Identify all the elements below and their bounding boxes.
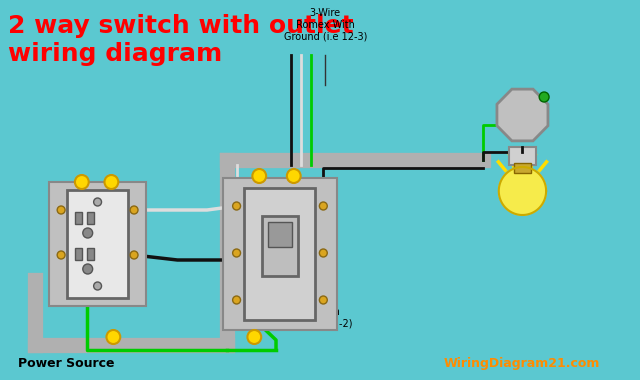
Circle shape bbox=[252, 169, 266, 183]
Circle shape bbox=[93, 282, 102, 290]
Text: 2-Wire
Romex With
Ground (i.e 12-2): 2-Wire Romex With Ground (i.e 12-2) bbox=[269, 295, 352, 328]
Circle shape bbox=[83, 264, 93, 274]
Circle shape bbox=[319, 249, 327, 257]
Circle shape bbox=[130, 206, 138, 214]
Circle shape bbox=[57, 251, 65, 259]
Circle shape bbox=[232, 202, 241, 210]
Text: Power Source: Power Source bbox=[18, 357, 115, 370]
Bar bbox=[244, 188, 316, 320]
Circle shape bbox=[248, 330, 261, 344]
Circle shape bbox=[130, 251, 138, 259]
Circle shape bbox=[232, 296, 241, 304]
Text: wiring diagram: wiring diagram bbox=[8, 42, 222, 66]
Bar bbox=[49, 182, 146, 306]
Bar bbox=[509, 147, 536, 165]
Circle shape bbox=[287, 169, 301, 183]
Circle shape bbox=[319, 296, 327, 304]
Text: WiringDiagram21.com: WiringDiagram21.com bbox=[444, 357, 600, 370]
Bar bbox=[87, 248, 93, 260]
Bar bbox=[87, 212, 93, 224]
Circle shape bbox=[540, 92, 549, 102]
Circle shape bbox=[75, 175, 89, 189]
Circle shape bbox=[106, 330, 120, 344]
Bar bbox=[262, 216, 298, 276]
Bar bbox=[67, 190, 128, 298]
Bar bbox=[75, 212, 82, 224]
Bar bbox=[268, 222, 292, 247]
Bar bbox=[223, 178, 337, 330]
Text: 3-Wire
Romex With
Ground (i.e 12-3): 3-Wire Romex With Ground (i.e 12-3) bbox=[284, 8, 367, 41]
Text: 2 way switch with outlet: 2 way switch with outlet bbox=[8, 14, 353, 38]
Circle shape bbox=[93, 198, 102, 206]
Bar bbox=[75, 248, 82, 260]
Polygon shape bbox=[497, 89, 548, 141]
Polygon shape bbox=[499, 167, 546, 215]
Circle shape bbox=[104, 175, 118, 189]
Circle shape bbox=[83, 228, 93, 238]
Circle shape bbox=[57, 206, 65, 214]
Bar bbox=[513, 163, 531, 173]
Circle shape bbox=[319, 202, 327, 210]
Circle shape bbox=[232, 249, 241, 257]
